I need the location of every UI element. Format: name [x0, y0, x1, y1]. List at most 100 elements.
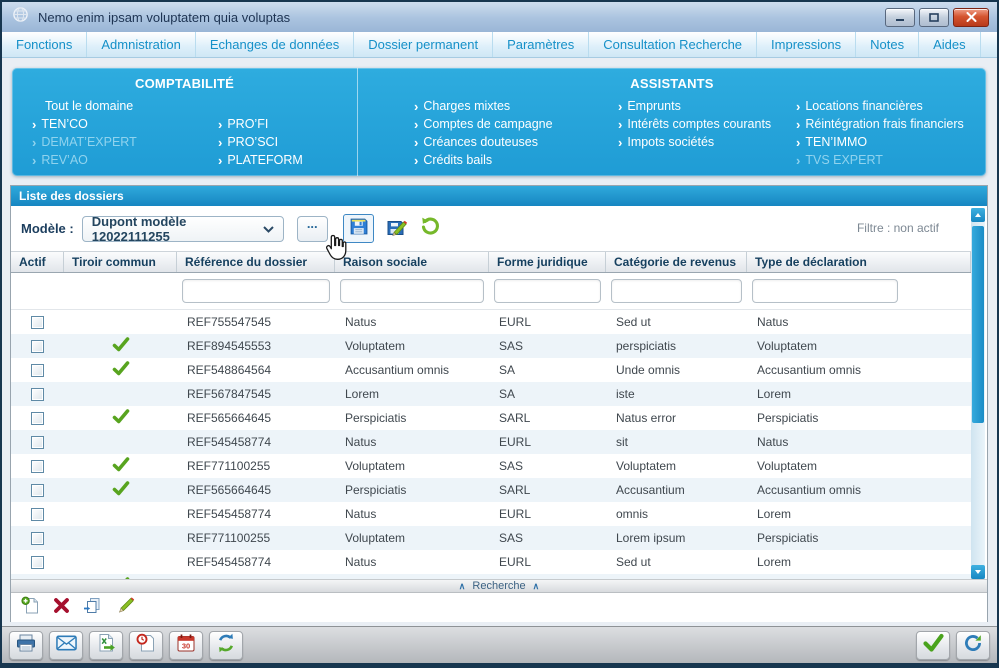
- scrollbar-thumb[interactable]: [972, 226, 984, 423]
- domain-link-ten-co[interactable]: › TEN’CO: [32, 115, 218, 133]
- column-header-raison-sociale[interactable]: Raison sociale: [335, 252, 489, 272]
- domain-link-ten-immo[interactable]: › TEN’IMMO: [796, 133, 964, 151]
- reload-button[interactable]: [956, 630, 990, 660]
- domain-link-label: TVS EXPERT: [805, 153, 883, 167]
- filter-input-categorie-revenus[interactable]: [611, 279, 742, 303]
- domain-link-impots-societes[interactable]: › Impots sociétés: [618, 133, 796, 151]
- menu-item-dossier-permanent[interactable]: Dossier permanent: [354, 32, 494, 57]
- model-select[interactable]: Dupont modèle 12022111255: [81, 214, 284, 244]
- validate-button[interactable]: [916, 630, 950, 660]
- save-model-button[interactable]: [342, 214, 374, 243]
- row-checkbox[interactable]: [31, 387, 44, 401]
- domain-link-pro-fi[interactable]: › PRO’FI: [218, 115, 303, 133]
- cell-actif: [11, 363, 64, 377]
- cell-forme-juridique: EURL: [499, 507, 532, 521]
- domain-link-charges-mixtes[interactable]: › Charges mixtes: [414, 97, 618, 115]
- domain-link-rev-ao[interactable]: › REV’AO: [32, 151, 218, 169]
- table-row[interactable]: REF894545553 Voluptatem SAS perspiciatis Vol…: [11, 334, 971, 358]
- column-header-categorie-de-revenus[interactable]: Catégorie de revenus: [606, 252, 747, 272]
- table-row[interactable]: REF565664645 Perspiciatis SARL Accusantium A…: [11, 478, 971, 502]
- filter-input-forme-juridique[interactable]: [494, 279, 601, 303]
- domain-link-pro-sci[interactable]: › PRO’SCI: [218, 133, 303, 151]
- export-button[interactable]: [89, 630, 123, 660]
- arrow-right-icon: ›: [414, 134, 419, 150]
- scroll-down-button[interactable]: [971, 565, 985, 579]
- row-checkbox[interactable]: [31, 507, 44, 521]
- row-checkbox[interactable]: [31, 411, 44, 425]
- copy-dossier-button[interactable]: [83, 596, 102, 620]
- row-checkbox[interactable]: [31, 435, 44, 449]
- minimize-button[interactable]: [885, 8, 915, 27]
- menu-item-impressions[interactable]: Impressions: [757, 32, 857, 57]
- row-checkbox[interactable]: [31, 363, 44, 377]
- column-header-reference-du-dossier[interactable]: Référence du dossier: [177, 252, 335, 272]
- row-checkbox[interactable]: [31, 459, 44, 473]
- table-row[interactable]: REF548864564 Accusantium omnis SA Unde omni…: [11, 358, 971, 382]
- maximize-button[interactable]: [919, 8, 949, 27]
- mail-button[interactable]: [49, 630, 83, 660]
- search-collapse-bar[interactable]: ∧ Recherche ∧: [11, 579, 987, 593]
- row-checkbox[interactable]: [31, 315, 44, 329]
- scroll-up-button[interactable]: [971, 208, 985, 222]
- filter-input-raison-sociale[interactable]: [340, 279, 484, 303]
- table-row[interactable]: REF755547545 Natus EURL Sed ut Natus: [11, 310, 971, 334]
- column-header-type-de-declaration[interactable]: Type de déclaration: [747, 252, 971, 272]
- domain-link-locations-financieres[interactable]: › Locations financières: [796, 97, 964, 115]
- column-header-tiroir-commun[interactable]: Tiroir commun: [64, 252, 177, 272]
- table-row[interactable]: REF567847545 Lorem SA iste Lorem: [11, 382, 971, 406]
- close-button[interactable]: [953, 8, 989, 27]
- edit-pencil-icon: [115, 595, 135, 620]
- domain-link-interets-comptes-courants[interactable]: › Intérêts comptes courants: [618, 115, 796, 133]
- table-row[interactable]: [11, 574, 971, 579]
- domain-link-emprunts[interactable]: › Emprunts: [618, 97, 796, 115]
- menu-item-echanges-de-donnees[interactable]: Echanges de données: [196, 32, 355, 57]
- reset-model-button[interactable]: [420, 216, 441, 241]
- menu-item-parametres[interactable]: Paramètres: [493, 32, 590, 57]
- history-button[interactable]: [129, 630, 163, 660]
- domain-link-demat-expert[interactable]: › DEMAT’EXPERT: [32, 133, 218, 151]
- domain-link-plateform[interactable]: › PLATEFORM: [218, 151, 303, 169]
- table-row[interactable]: REF545458774 Natus EURL Sed ut Lorem: [11, 550, 971, 574]
- domain-link-reintegration-frais-financiers[interactable]: › Réintégration frais financiers: [796, 115, 964, 133]
- domain-link-label: Locations financières: [805, 99, 923, 113]
- print-button[interactable]: [9, 630, 43, 660]
- refresh-button[interactable]: [209, 630, 243, 660]
- table-row[interactable]: REF565664645 Perspiciatis SARL Natus error P…: [11, 406, 971, 430]
- new-dossier-button[interactable]: [21, 596, 40, 620]
- filter-input-type-declaration[interactable]: [752, 279, 898, 303]
- tiroir-check-icon: [112, 361, 130, 379]
- cell-forme-juridique: SAS: [499, 339, 524, 353]
- filter-input-reference[interactable]: [182, 279, 330, 303]
- cell-reference: REF545458774: [187, 555, 272, 569]
- domain-link-credits-bails[interactable]: › Crédits bails: [414, 151, 618, 169]
- column-header-actif[interactable]: Actif: [11, 252, 64, 272]
- domain-link-label: Intérêts comptes courants: [627, 117, 772, 131]
- row-checkbox[interactable]: [31, 531, 44, 545]
- row-checkbox[interactable]: [31, 555, 44, 569]
- save-model-as-button[interactable]: [386, 216, 408, 242]
- table-row[interactable]: REF771100255 Voluptatem SAS Lorem ipsum Pers…: [11, 526, 971, 550]
- table-row[interactable]: REF771100255 Voluptatem SAS Voluptatem Volup…: [11, 454, 971, 478]
- menu-item-consultation-recherche[interactable]: Consultation Recherche: [589, 32, 758, 57]
- menu-item-notes[interactable]: Notes: [856, 32, 920, 57]
- delete-dossier-button[interactable]: [53, 597, 70, 619]
- domain-link-tvs-expert[interactable]: › TVS EXPERT: [796, 151, 964, 169]
- row-checkbox[interactable]: [31, 339, 44, 353]
- menu-item-fonctions[interactable]: Fonctions: [2, 32, 88, 57]
- model-browse-button[interactable]: ...: [296, 215, 328, 242]
- domain-link-tout-le-domaine[interactable]: Tout le domaine: [32, 97, 218, 115]
- history-icon: [136, 633, 156, 658]
- column-header-forme-juridique[interactable]: Forme juridique: [489, 252, 606, 272]
- cell-type-declaration: Lorem: [757, 387, 792, 401]
- edit-dossier-button[interactable]: [115, 595, 135, 620]
- menu-item-admnistration[interactable]: Admnistration: [87, 32, 196, 57]
- calendar-button[interactable]: 30: [169, 630, 203, 660]
- domain-link-creances-douteuses[interactable]: › Créances douteuses: [414, 133, 618, 151]
- domain-link-comptes-de-campagne[interactable]: › Comptes de campagne: [414, 115, 618, 133]
- row-checkbox[interactable]: [31, 483, 44, 497]
- vertical-scrollbar[interactable]: [971, 208, 985, 579]
- domain-link-label: TEN’IMMO: [805, 135, 868, 149]
- table-row[interactable]: REF545458774 Natus EURL sit Natus: [11, 430, 971, 454]
- table-row[interactable]: REF545458774 Natus EURL omnis Lorem: [11, 502, 971, 526]
- menu-item-aides[interactable]: Aides: [919, 32, 981, 57]
